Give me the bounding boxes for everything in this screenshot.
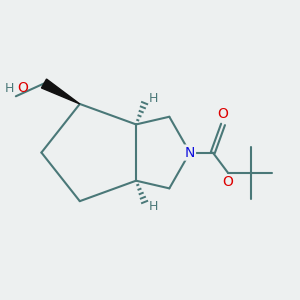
Text: O: O	[223, 175, 234, 189]
Text: H: H	[5, 82, 15, 95]
Text: H: H	[149, 92, 158, 105]
Polygon shape	[41, 79, 80, 104]
Text: H: H	[149, 200, 158, 213]
Text: N: N	[184, 146, 195, 160]
Text: O: O	[17, 81, 28, 95]
Text: O: O	[218, 107, 229, 122]
